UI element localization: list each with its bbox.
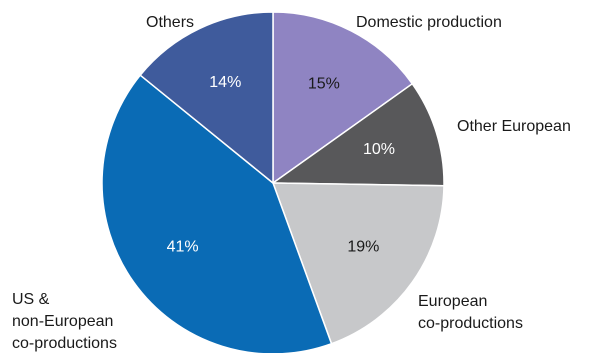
label-other-european: Other European <box>457 118 571 135</box>
pie-slice-other-european <box>270 82 445 187</box>
label-others: Others <box>146 14 194 31</box>
pct-label-others: 14% <box>209 74 241 91</box>
label-domestic-production: Domestic production <box>356 14 502 31</box>
label-european-co-productions: European co-productions <box>418 293 523 332</box>
pie-slice-us-non-european-co-productions <box>101 74 333 353</box>
pie-slice-european-co-productions <box>271 182 445 345</box>
pct-label-domestic-production: 15% <box>308 76 340 93</box>
pie-slices <box>101 11 445 353</box>
pct-label-other-european: 10% <box>363 141 395 158</box>
label-us-non-european-co-productions: US & non-European co-productions <box>12 291 118 352</box>
pct-label-us-non-european-co-productions: 41% <box>167 239 199 256</box>
pie-slice-others <box>139 11 274 185</box>
pct-label-european-co-productions: 19% <box>347 239 379 256</box>
percentage-labels: 15% 10% 19% 41% 14% <box>167 74 395 256</box>
pie-slice-domestic-production <box>272 11 414 185</box>
